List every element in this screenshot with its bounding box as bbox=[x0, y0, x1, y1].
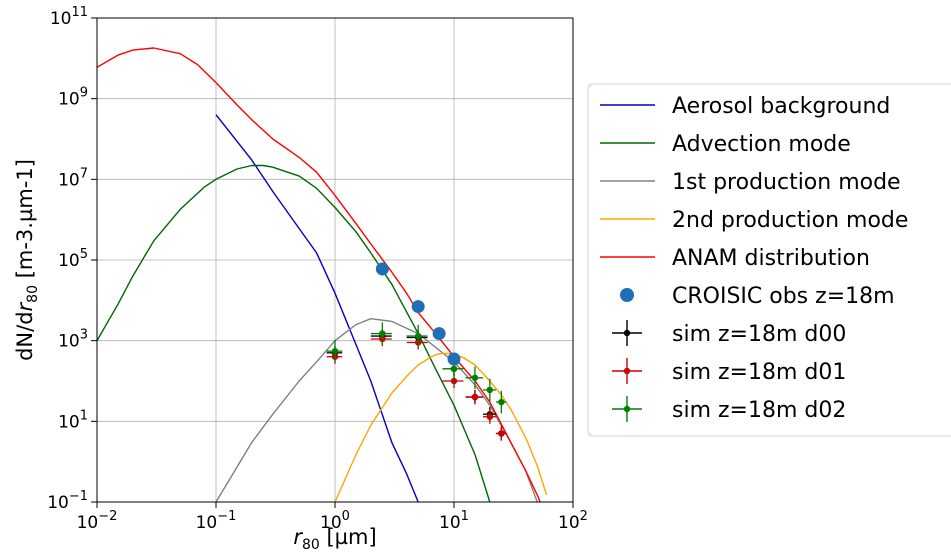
x-axis-title: r80 [µm] bbox=[293, 525, 376, 553]
legend-label: sim z=18m d02 bbox=[672, 398, 846, 423]
x-tick-label: 101 bbox=[439, 509, 469, 533]
legend-errorbar-dot bbox=[623, 329, 631, 337]
y-axis-ticks: 10−1 101 103 105 107 109 1011 bbox=[47, 5, 97, 513]
curve-2nd-production-mode bbox=[334, 352, 548, 502]
sim-point bbox=[379, 330, 386, 337]
y-tick-label: 107 bbox=[58, 166, 88, 190]
y-tick-label: 109 bbox=[58, 86, 88, 110]
legend-errorbar-dot bbox=[623, 367, 631, 375]
sim-point bbox=[414, 332, 422, 340]
legend-dot-swatch bbox=[620, 288, 634, 302]
legend-item-2nd-production-mode: 2nd production mode bbox=[600, 208, 908, 233]
legend-errorbar-dot bbox=[623, 405, 631, 413]
curve-advection-mode bbox=[97, 164, 491, 502]
legend-item-advection-mode: Advection mode bbox=[600, 132, 851, 157]
observation-points bbox=[375, 262, 461, 366]
x-tick-label: 10−1 bbox=[196, 509, 237, 533]
obs-point bbox=[447, 352, 461, 366]
sim-point bbox=[450, 377, 458, 385]
legend-label: Aerosol background bbox=[672, 94, 890, 119]
legend-item-1st-production-mode: 1st production mode bbox=[600, 170, 901, 195]
legend: Aerosol background Advection mode 1st prod… bbox=[587, 83, 951, 437]
legend-label: sim z=18m d01 bbox=[672, 360, 846, 385]
y-axis-title: dN/dr80 [m-3.µm-1] bbox=[13, 159, 41, 361]
sim-point bbox=[498, 430, 505, 437]
curve-anam-distribution bbox=[97, 47, 541, 502]
legend-label: 2nd production mode bbox=[672, 208, 908, 233]
sim-point bbox=[471, 393, 479, 401]
sim-series-2 bbox=[326, 322, 507, 414]
x-tick-label: 100 bbox=[320, 509, 350, 533]
legend-item-sim-z-18m-d00: sim z=18m d00 bbox=[612, 320, 846, 347]
legend-item-anam-distribution: ANAM distribution bbox=[600, 246, 870, 271]
simulation-points bbox=[326, 322, 507, 441]
x-axis-ticks: 10−2 10−1 100 101 102 bbox=[77, 502, 588, 533]
y-tick-label: 105 bbox=[58, 247, 88, 271]
legend-label: 1st production mode bbox=[672, 170, 901, 195]
obs-point bbox=[375, 262, 389, 276]
sim-point bbox=[498, 398, 505, 406]
y-tick-label: 101 bbox=[58, 408, 88, 432]
y-tick-label: 103 bbox=[58, 328, 88, 352]
curve-1st-production-mode bbox=[215, 318, 538, 502]
sim-point bbox=[471, 374, 479, 382]
sim-point bbox=[450, 365, 458, 373]
legend-label: sim z=18m d00 bbox=[672, 322, 846, 347]
obs-point bbox=[432, 327, 446, 341]
y-tick-label: 10−1 bbox=[47, 489, 88, 513]
y-tick-label: 1011 bbox=[50, 5, 88, 29]
x-tick-label: 10−2 bbox=[77, 509, 118, 533]
legend-label: ANAM distribution bbox=[672, 246, 870, 271]
sim-point bbox=[486, 413, 494, 420]
x-tick-label: 102 bbox=[558, 509, 588, 533]
legend-label: Advection mode bbox=[672, 132, 851, 157]
curve-aerosol-background bbox=[215, 114, 419, 502]
legend-label: CROISIC obs z=18m bbox=[672, 284, 895, 309]
legend-item-sim-z-18m-d02: sim z=18m d02 bbox=[612, 396, 846, 423]
legend-box bbox=[587, 83, 951, 437]
model-curves bbox=[97, 47, 548, 502]
legend-item-croisic-obs-z-18m: CROISIC obs z=18m bbox=[620, 284, 895, 309]
sim-point bbox=[486, 386, 494, 394]
legend-item-aerosol-background: Aerosol background bbox=[600, 94, 890, 119]
legend-item-sim-z-18m-d01: sim z=18m d01 bbox=[612, 358, 846, 385]
obs-point bbox=[411, 300, 425, 314]
sim-point bbox=[331, 347, 339, 355]
